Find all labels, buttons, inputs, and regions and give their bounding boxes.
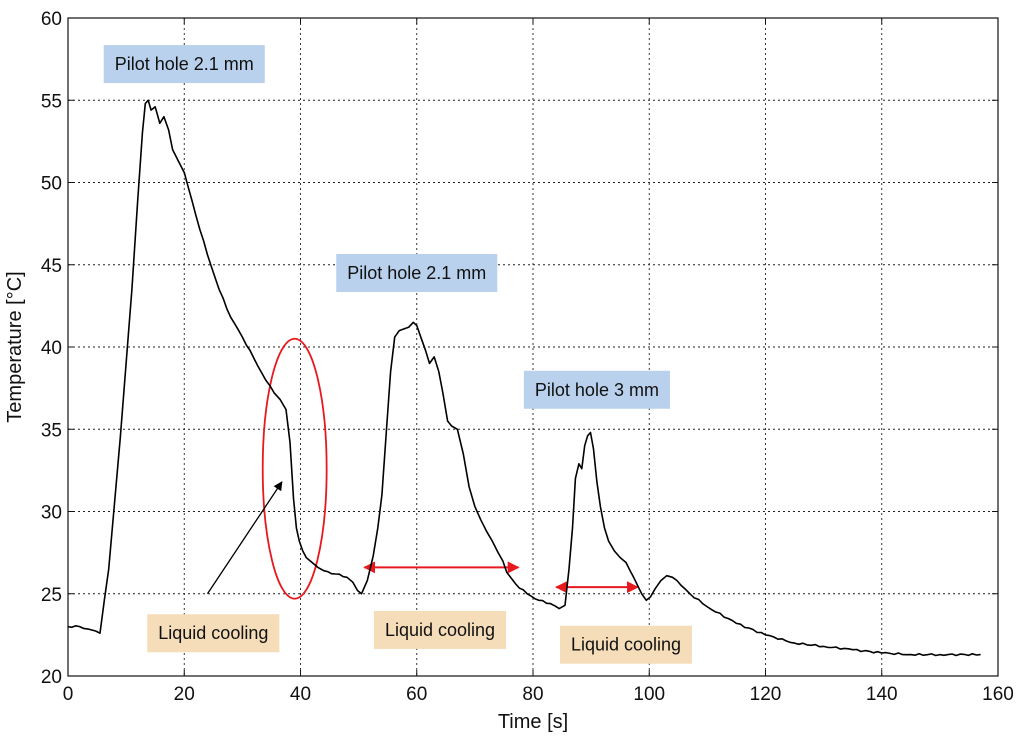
x-tick-label: 20 [174, 684, 195, 705]
y-tick-label: 55 [41, 91, 62, 112]
y-tick-label: 25 [41, 585, 62, 606]
liquid-cooling-label-box [373, 610, 507, 649]
pointer-arrow [206, 481, 283, 595]
liquid-cooling-label: Liquid cooling [158, 623, 268, 643]
x-tick-label: 100 [633, 684, 665, 705]
liquid-cooling-label: Liquid cooling [571, 635, 681, 655]
cooling-ellipse [261, 337, 328, 600]
annotation-labels: Pilot hole 2.1 mm Pilot hole 2.1 mm Pilot … [103, 45, 693, 664]
x-tick-label: 40 [290, 684, 311, 705]
grid [68, 18, 998, 676]
pilot-hole-label: Pilot hole 3 mm [535, 380, 659, 400]
y-tick-label: 60 [41, 9, 62, 30]
pilot-hole-label: Pilot hole 2.1 mm [347, 263, 486, 283]
liquid-cooling-label-group: Liquid cooling [147, 614, 280, 653]
pilot-hole-label-box [336, 253, 498, 292]
y-tick-label: 35 [41, 420, 62, 441]
liquid-cooling-label-box [559, 625, 693, 664]
pilot-hole-label-box [523, 370, 670, 409]
x-tick-label: 60 [406, 684, 427, 705]
pilot-hole-label: Pilot hole 2.1 mm [115, 54, 254, 74]
x-axis-title: Time [s] [498, 711, 568, 733]
y-axis-title: Temperature [°C] [4, 271, 26, 422]
pilot-hole-label-box [103, 45, 265, 84]
y-tick-label: 20 [41, 667, 62, 688]
pilot-hole-label-group: Pilot hole 3 mm [523, 370, 670, 409]
temperature-series-line [67, 99, 981, 657]
x-tick-label: 80 [522, 684, 543, 705]
pilot-hole-label-group: Pilot hole 2.1 mm [336, 253, 498, 292]
liquid-cooling-label: Liquid cooling [385, 620, 495, 640]
y-tick-label: 30 [41, 503, 62, 524]
y-tick-label: 45 [41, 256, 62, 277]
x-tick-label: 140 [866, 684, 898, 705]
x-tick-label: 0 [63, 684, 74, 705]
x-tick-label: 120 [750, 684, 782, 705]
liquid-cooling-label-group: Liquid cooling [373, 610, 507, 649]
y-tick-label: 40 [41, 338, 62, 359]
liquid-cooling-label-group: Liquid cooling [559, 625, 693, 664]
pilot-hole-label-group: Pilot hole 2.1 mm [103, 45, 265, 84]
y-tick-label: 50 [41, 174, 62, 195]
x-tick-label: 160 [982, 684, 1014, 705]
liquid-cooling-label-box [147, 614, 280, 653]
annotation-shapes [206, 337, 639, 600]
